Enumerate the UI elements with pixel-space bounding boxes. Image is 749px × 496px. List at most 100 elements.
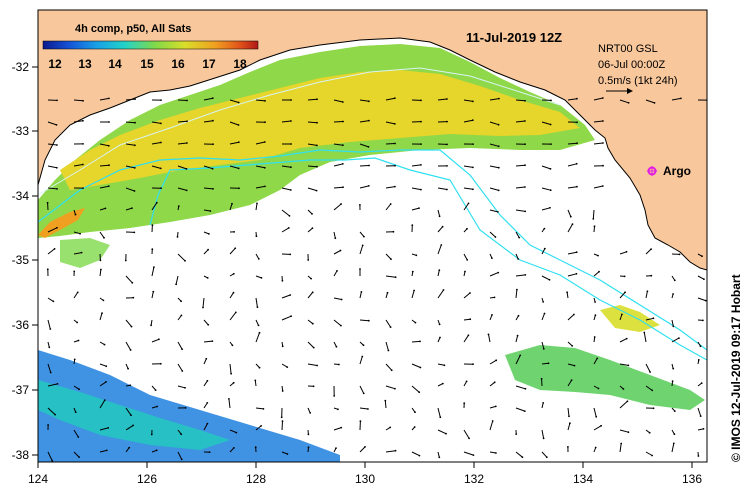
current-arrow-head	[82, 187, 84, 190]
current-arrow-head	[390, 369, 393, 372]
current-arrow-head	[602, 120, 604, 122]
current-arrow-head	[310, 277, 312, 280]
current-arrow-head	[260, 425, 262, 427]
current-arrow-head	[286, 366, 289, 368]
current-arrow	[255, 407, 264, 410]
current-arrow	[515, 335, 519, 343]
current-arrow	[307, 143, 317, 146]
current-arrow-head	[392, 230, 395, 233]
current-arrow-head	[160, 99, 162, 101]
colorbar-tick-label: 13	[78, 57, 92, 71]
sst-patch-mid-south	[38, 380, 230, 450]
credit-text: © IMOS 12-Jul-2019 09:17 Hobart	[729, 274, 743, 462]
current-arrow-head	[206, 277, 209, 279]
current-arrow	[437, 187, 447, 190]
current-arrow	[73, 120, 83, 123]
current-arrow-head	[672, 442, 675, 445]
current-arrow	[47, 143, 57, 146]
current-arrow-head	[206, 402, 209, 404]
current-arrow-head	[540, 377, 543, 380]
current-arrow-head	[263, 166, 266, 169]
current-arrow	[567, 142, 578, 145]
current-arrow	[281, 165, 291, 168]
current-arrow-head	[234, 311, 237, 314]
current-arrow-head	[524, 99, 526, 102]
current-arrow-head	[367, 185, 370, 187]
current-arrow-head	[651, 454, 653, 457]
current-arrow-head	[543, 312, 546, 315]
current-arrow-head	[307, 259, 310, 261]
current-arrow-head	[394, 185, 396, 188]
current-arrow-head	[160, 187, 162, 190]
current-arrow	[489, 405, 496, 409]
current-arrow	[125, 447, 130, 453]
current-arrow	[333, 163, 343, 167]
current-arrow-head	[107, 427, 110, 429]
current-arrow-head	[472, 100, 474, 103]
current-arrow-head	[394, 449, 397, 452]
current-arrow-head	[418, 391, 421, 394]
current-arrow-head	[364, 446, 366, 448]
current-arrow	[203, 319, 209, 326]
current-arrow	[151, 291, 154, 299]
current-arrow-head	[159, 362, 162, 365]
current-arrow-head	[52, 300, 55, 303]
current-arrow-head	[264, 121, 266, 124]
current-arrow-head	[517, 258, 520, 260]
current-arrow	[203, 120, 213, 123]
current-arrow	[73, 385, 80, 390]
current-arrow-head	[524, 186, 526, 188]
current-arrow-head	[231, 344, 234, 347]
current-arrow-head	[56, 188, 58, 190]
current-arrow	[359, 319, 369, 322]
current-arrow	[281, 209, 290, 217]
current-arrow-head	[414, 411, 416, 414]
current-arrow	[541, 207, 551, 211]
current-arrow	[489, 451, 496, 454]
current-arrow	[567, 314, 575, 321]
current-arrow	[567, 223, 573, 233]
current-arrow-head	[311, 227, 314, 230]
current-arrow	[593, 407, 597, 417]
current-arrow-head	[547, 362, 550, 365]
lat-tick-label: -34	[12, 189, 30, 203]
current-arrow	[643, 332, 647, 343]
current-arrow	[384, 400, 387, 409]
current-arrow-head	[290, 315, 292, 318]
current-arrow	[567, 273, 577, 277]
current-arrow-head	[650, 274, 653, 277]
current-arrow	[307, 98, 318, 101]
current-arrow-head	[105, 449, 108, 452]
lat-tick-label: -36	[12, 318, 30, 332]
current-arrow-head	[208, 451, 211, 453]
current-arrow-head	[493, 381, 496, 384]
current-arrow-head	[653, 102, 656, 104]
current-arrow	[255, 275, 262, 279]
current-arrow-head	[79, 232, 81, 235]
current-arrow	[619, 429, 629, 433]
current-arrow-head	[209, 210, 212, 212]
current-arrow-head	[133, 167, 136, 169]
lon-tick-label: 128	[246, 472, 266, 486]
current-arrow-head	[208, 233, 210, 235]
current-arrow	[229, 203, 233, 211]
current-arrow-head	[518, 236, 521, 239]
current-arrow	[489, 143, 499, 147]
lon-tick-label: 124	[28, 472, 48, 486]
current-arrow-head	[155, 201, 158, 204]
current-arrow-head	[55, 124, 58, 126]
current-arrow	[593, 97, 603, 101]
current-arrow-head	[394, 164, 396, 167]
current-arrow-head	[620, 442, 623, 445]
current-arrow-head	[256, 306, 259, 308]
current-arrow-head	[487, 333, 490, 336]
current-arrow	[463, 318, 471, 321]
current-arrow	[229, 99, 239, 103]
current-arrow-head	[622, 388, 625, 390]
current-arrow-head	[548, 278, 551, 281]
current-arrow	[541, 248, 546, 255]
colorbar-tick-label: 15	[140, 57, 154, 71]
current-arrow	[489, 209, 498, 213]
current-arrow	[307, 291, 314, 299]
current-arrow-head	[207, 323, 210, 326]
